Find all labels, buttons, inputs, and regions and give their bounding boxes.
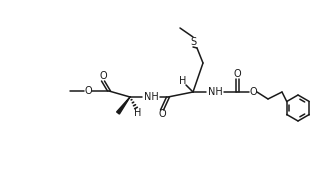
Text: O: O (249, 87, 257, 97)
Text: O: O (84, 86, 92, 96)
Polygon shape (117, 97, 130, 114)
Text: NH: NH (208, 87, 222, 97)
Text: O: O (158, 109, 166, 119)
Text: H: H (134, 108, 142, 118)
Text: H: H (179, 76, 187, 86)
Text: S: S (190, 37, 196, 47)
Text: O: O (99, 71, 107, 81)
Text: O: O (233, 69, 241, 79)
Text: NH: NH (144, 92, 158, 102)
